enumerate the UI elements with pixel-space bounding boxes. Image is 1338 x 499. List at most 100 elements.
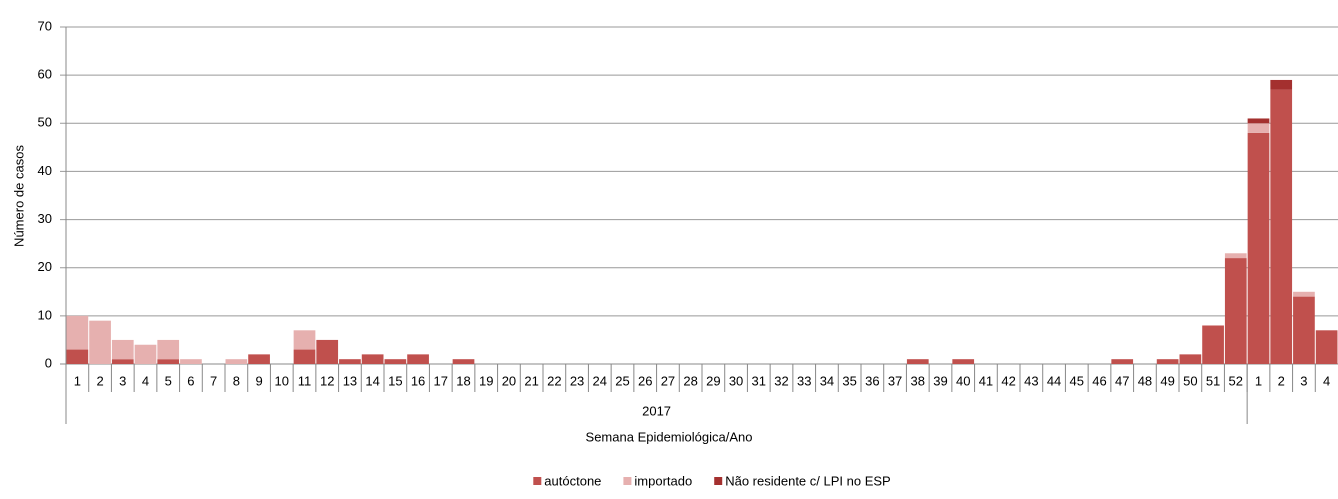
bar-segment (1224, 253, 1247, 259)
x-tick-label: 13 (343, 373, 357, 388)
x-tick-label: 3 (119, 373, 126, 388)
x-tick-label: 47 (1115, 373, 1129, 388)
bar-segment (1270, 79, 1293, 90)
x-tick-label: 46 (1092, 373, 1106, 388)
x-tick-label: 40 (956, 373, 970, 388)
bar-segment (1156, 359, 1179, 364)
x-tick-label: 12 (320, 373, 334, 388)
bar-segment (89, 320, 111, 364)
x-tick-label: 45 (1070, 373, 1084, 388)
x-tick-label: 48 (1138, 373, 1152, 388)
bar-segment (66, 349, 89, 364)
bar-segment (316, 339, 339, 364)
x-tick-label: 14 (365, 373, 379, 388)
x-tick-label: 6 (187, 373, 194, 388)
bar-segment (407, 354, 429, 364)
x-tick-label: 35 (842, 373, 856, 388)
bar-segment (293, 330, 316, 350)
legend-swatch (714, 477, 723, 485)
y-tick-label: 50 (38, 115, 52, 130)
x-tick-label: 52 (1229, 373, 1243, 388)
x-tick-label: 23 (570, 373, 584, 388)
x-tick-label: 49 (1160, 373, 1174, 388)
x-tick-label: 15 (388, 373, 402, 388)
x-tick-label: 26 (638, 373, 652, 388)
bar-segment (339, 359, 361, 364)
x-tick-label: 38 (911, 373, 925, 388)
x-tick-label: 50 (1183, 373, 1197, 388)
y-tick-label: 60 (38, 67, 52, 82)
bar-segment (384, 359, 407, 364)
x-tick-label: 21 (524, 373, 538, 388)
y-tick-label: 30 (38, 211, 52, 226)
bar-segment (1315, 330, 1338, 364)
x-tick-label: 51 (1206, 373, 1220, 388)
x-tick-label: 11 (298, 373, 312, 388)
x-tick-label: 37 (888, 373, 902, 388)
legend-swatch (533, 477, 542, 485)
bar-segment (361, 354, 384, 364)
x-tick-label: 10 (275, 373, 289, 388)
bar-segment (225, 359, 248, 364)
x-tick-label: 34 (820, 373, 834, 388)
x-tick-label: 8 (233, 373, 240, 388)
x-tick-label: 3 (1300, 373, 1307, 388)
x-tick-label: 19 (479, 373, 493, 388)
x-tick-label: 22 (547, 373, 561, 388)
bar-segment (293, 349, 316, 364)
bar-segment (452, 359, 475, 364)
bar-segment (1111, 359, 1134, 364)
x-tick-label: 7 (210, 373, 217, 388)
legend-label: importado (634, 473, 692, 488)
bar-segment (248, 354, 270, 364)
bar-segment (180, 359, 202, 364)
group-label: 2017 (642, 403, 671, 418)
x-tick-label: 41 (979, 373, 993, 388)
y-axis-title: Número de casos (11, 145, 26, 247)
x-tick-label: 43 (1024, 373, 1038, 388)
y-tick-label: 10 (38, 307, 52, 322)
x-tick-label: 4 (1323, 373, 1330, 388)
x-tick-label: 2 (96, 373, 103, 388)
x-tick-label: 20 (502, 373, 516, 388)
x-tick-label: 16 (411, 373, 425, 388)
x-tick-label: 28 (683, 373, 697, 388)
x-tick-label: 25 (615, 373, 629, 388)
x-tick-label: 17 (434, 373, 448, 388)
y-tick-label: 40 (38, 163, 52, 178)
x-tick-label: 2 (1278, 373, 1285, 388)
x-tick-label: 39 (933, 373, 947, 388)
x-tick-label: 33 (797, 373, 811, 388)
x-tick-label: 29 (706, 373, 720, 388)
x-tick-label: 1 (1255, 373, 1262, 388)
x-tick-label: 5 (165, 373, 172, 388)
y-tick-label: 20 (38, 259, 52, 274)
x-tick-label: 18 (456, 373, 470, 388)
bar-segment (157, 359, 180, 364)
bar-segment (1270, 89, 1293, 364)
x-tick-label: 42 (1001, 373, 1015, 388)
bar-segment (66, 315, 89, 350)
x-axis-title: Semana Epidemiológica/Ano (586, 429, 753, 444)
bar-segment (111, 339, 134, 360)
bar-segment (1224, 258, 1247, 364)
bar-segment (906, 359, 929, 364)
legend-label: Não residente c/ LPI no ESP (725, 473, 890, 488)
x-tick-label: 44 (1047, 373, 1061, 388)
bar-segment (1247, 132, 1270, 364)
bar-segment (1202, 325, 1224, 364)
x-tick-label: 36 (865, 373, 879, 388)
x-tick-label: 30 (729, 373, 743, 388)
bar-segment (1293, 291, 1315, 297)
legend-swatch (623, 477, 632, 485)
bar-segment (1247, 118, 1270, 124)
x-tick-label: 31 (752, 373, 766, 388)
x-tick-label: 27 (661, 373, 675, 388)
bar-segment (952, 359, 975, 364)
y-tick-label: 0 (45, 355, 52, 370)
x-tick-label: 32 (774, 373, 788, 388)
x-tick-label: 1 (74, 373, 81, 388)
bar-segment (157, 339, 180, 360)
x-tick-label: 9 (255, 373, 262, 388)
